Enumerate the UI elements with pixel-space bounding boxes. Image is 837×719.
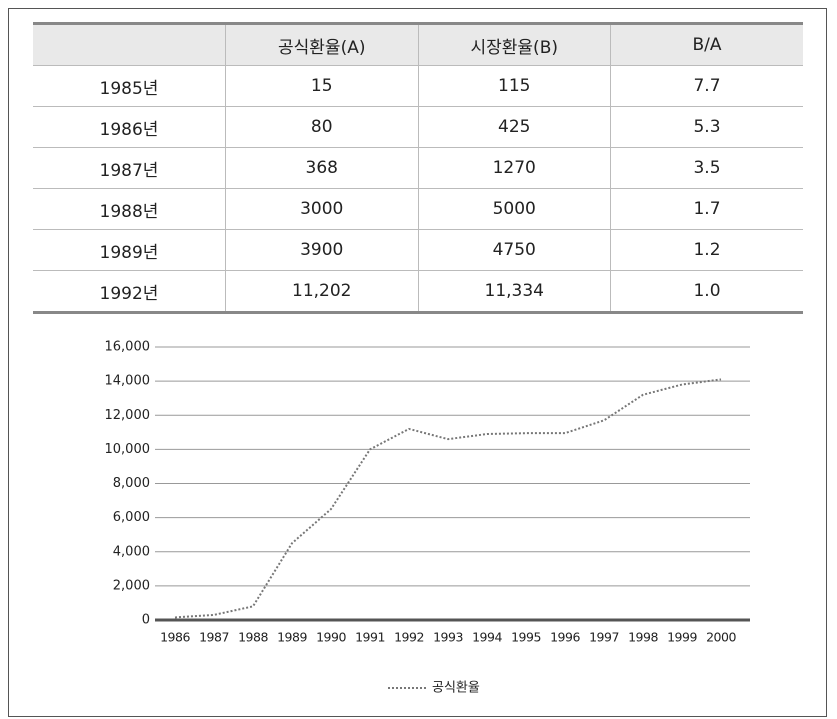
- table-row: 1992년 11,202 11,334 1.0: [33, 270, 803, 314]
- y-tick-label: 6,000: [113, 510, 150, 525]
- table-row: 1989년 3900 4750 1.2: [33, 229, 803, 271]
- row-label: 1989년: [33, 229, 226, 271]
- cell: 368: [225, 147, 418, 189]
- cell: 3000: [225, 188, 418, 230]
- x-tick-label: 1987: [199, 630, 229, 645]
- row-label: 1988년: [33, 188, 226, 230]
- cell: 115: [417, 65, 611, 107]
- x-tick-label: 1995: [511, 630, 541, 645]
- x-tick-label: 1991: [355, 630, 385, 645]
- cell: 7.7: [610, 65, 803, 107]
- x-tick-label: 1998: [628, 630, 658, 645]
- y-tick-label: 14,000: [105, 374, 151, 389]
- header-cell: 시장환율(B): [417, 23, 611, 66]
- x-tick-label: 1996: [550, 630, 580, 645]
- row-label: 1986년: [33, 106, 226, 148]
- header-cell: B/A: [610, 23, 803, 66]
- table-row: 1988년 3000 5000 1.7: [33, 188, 803, 230]
- x-tick-label: 1992: [394, 630, 424, 645]
- cell: 11,334: [417, 270, 611, 314]
- x-tick-label: 1999: [667, 630, 697, 645]
- y-tick-label: 0: [142, 613, 150, 628]
- y-tick-label: 16,000: [105, 340, 151, 355]
- cell: 5.3: [610, 106, 803, 148]
- x-tick-label: 1988: [238, 630, 268, 645]
- row-label: 1992년: [33, 270, 226, 314]
- cell: 80: [225, 106, 418, 148]
- cell: 4750: [417, 229, 611, 271]
- y-tick-label: 12,000: [105, 408, 151, 423]
- cell: 425: [417, 106, 611, 148]
- cell: 3900: [225, 229, 418, 271]
- cell: 11,202: [225, 270, 418, 314]
- x-tick-label: 1994: [472, 630, 502, 645]
- x-tick-label: 1997: [589, 630, 619, 645]
- cell: 3.5: [610, 147, 803, 189]
- legend-label: 공식환율: [432, 681, 480, 696]
- rate-table: 공식환율(A) 시장환율(B) B/A 1985년 15 115 7.7 1986년 80 42…: [33, 22, 803, 314]
- header-cell: 공식환율(A): [225, 23, 418, 66]
- table-body: 1985년 15 115 7.7 1986년 80 425 5.3 1987년 368 1270 3.…: [33, 65, 803, 314]
- y-tick-label: 10,000: [105, 442, 151, 457]
- cell: 15: [225, 65, 418, 107]
- x-tick-label: 2000: [706, 630, 736, 645]
- y-tick-label: 8,000: [113, 476, 150, 491]
- cell: 1.2: [610, 229, 803, 271]
- header-row: 공식환율(A) 시장환율(B) B/A: [33, 23, 803, 66]
- y-tick-label: 2,000: [113, 578, 150, 593]
- x-tick-label: 1990: [316, 630, 346, 645]
- frame: [8, 8, 827, 717]
- cell: 1.0: [610, 270, 803, 314]
- row-label: 1985년: [33, 65, 226, 107]
- header-blank: [33, 23, 226, 66]
- cell: 1.7: [610, 188, 803, 230]
- row-label: 1987년: [33, 147, 226, 189]
- table-row: 1987년 368 1270 3.5: [33, 147, 803, 189]
- data-line: [174, 378, 722, 619]
- table-row: 1985년 15 115 7.7: [33, 65, 803, 107]
- x-tick-label: 1986: [160, 630, 190, 645]
- table-header: 공식환율(A) 시장환율(B) B/A: [33, 23, 803, 66]
- table-row: 1986년 80 425 5.3: [33, 106, 803, 148]
- x-tick-label: 1993: [433, 630, 463, 645]
- x-tick-label: 1989: [277, 630, 307, 645]
- cell: 1270: [417, 147, 611, 189]
- y-tick-label: 4,000: [113, 544, 150, 559]
- cell: 5000: [417, 188, 611, 230]
